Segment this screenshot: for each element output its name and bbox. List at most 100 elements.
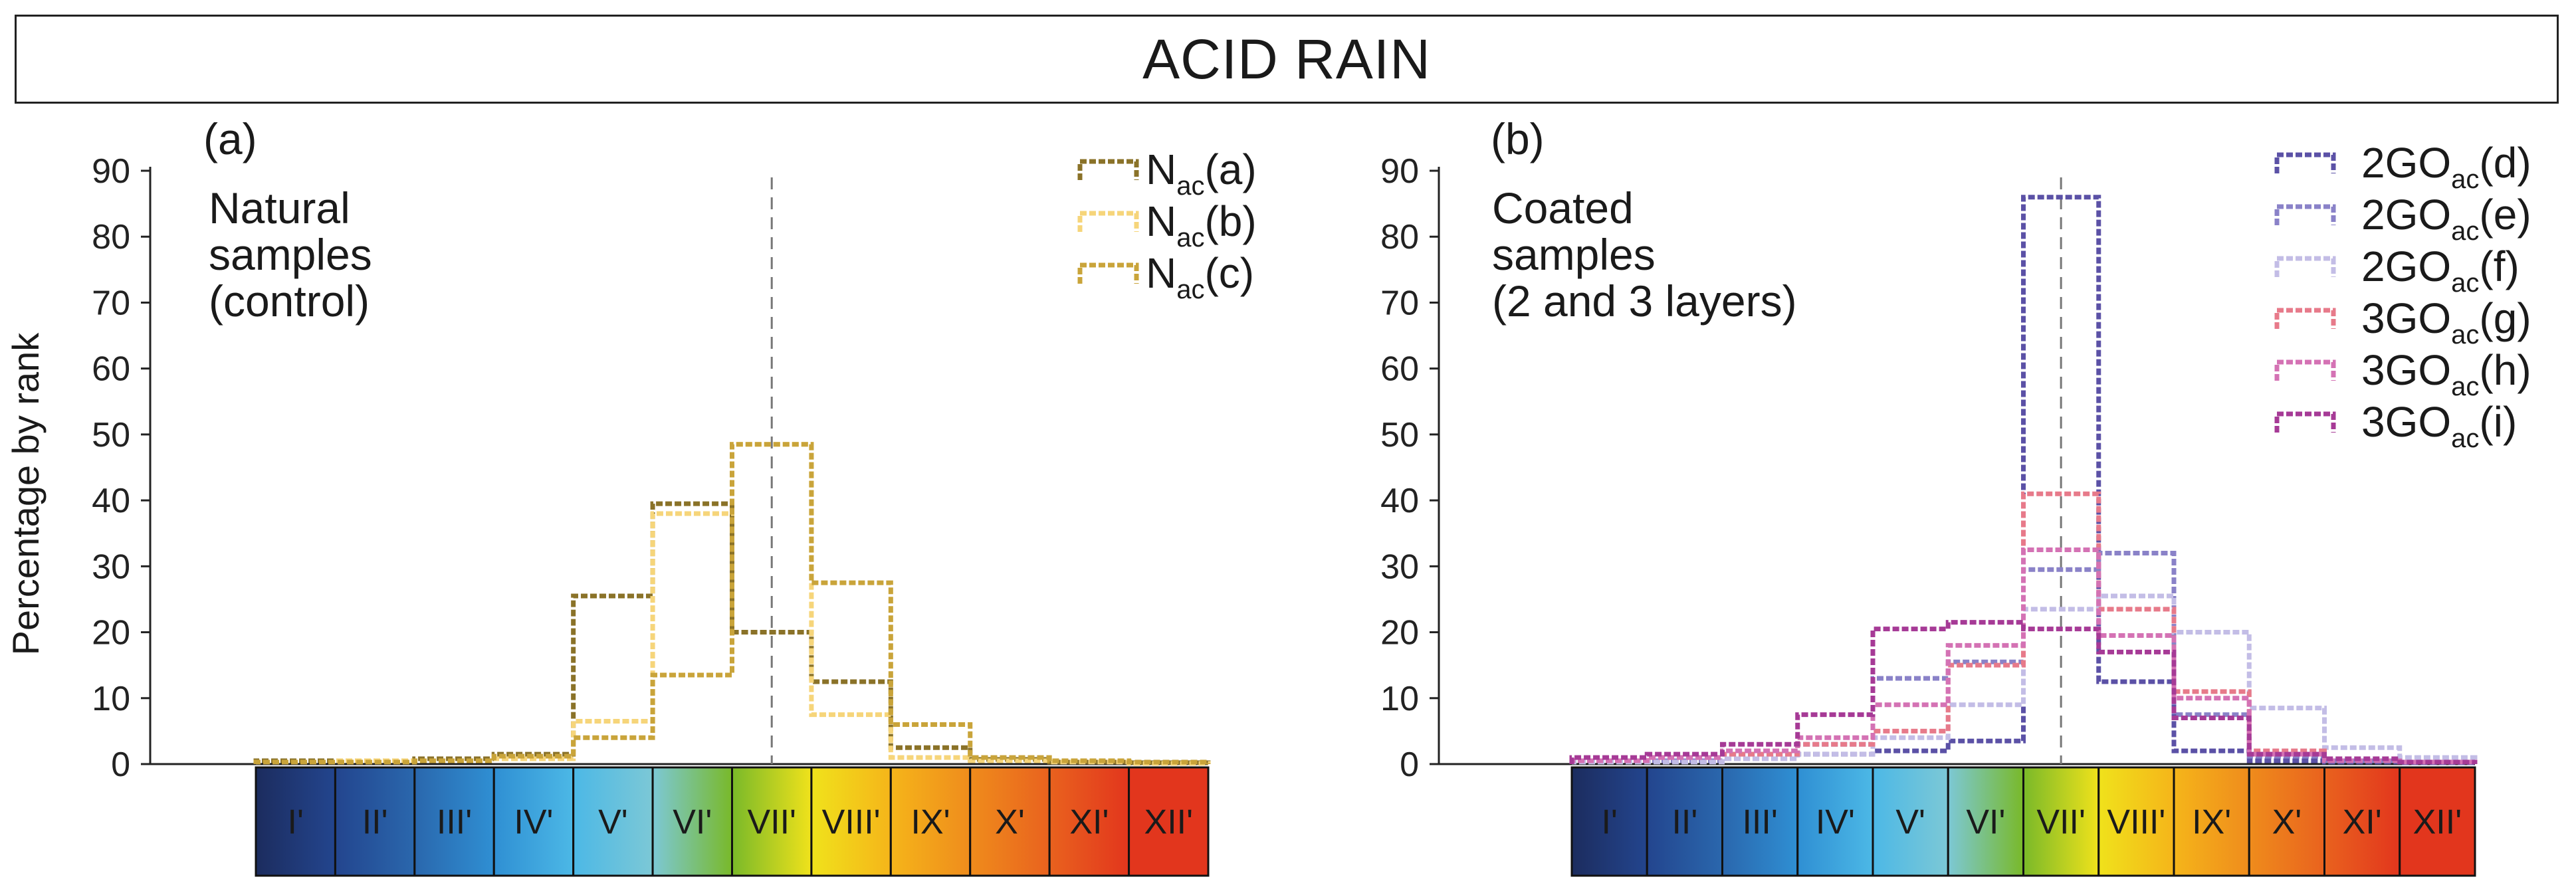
y-tick-label: 30 bbox=[1380, 547, 1419, 586]
legend-main: N bbox=[1146, 197, 1176, 245]
rank-label: VII' bbox=[2036, 803, 2086, 842]
legend-suffix: (e) bbox=[2479, 191, 2531, 239]
legend-item: 3GOac(i) bbox=[2274, 398, 2517, 453]
legend-subscript: ac bbox=[2451, 424, 2479, 453]
legend-swatch bbox=[1077, 159, 1139, 180]
rank-cell bbox=[1796, 766, 1874, 877]
y-tick-label: 30 bbox=[92, 547, 130, 586]
rank-label: IX' bbox=[911, 803, 950, 842]
y-tick-label: 20 bbox=[1380, 614, 1419, 652]
chart-panel-b: 0 10 20 30 40 50 60 70 80 90 I' II' III' IV' V' VI' VII'… bbox=[1380, 114, 2531, 877]
legend-swatch bbox=[1077, 211, 1139, 232]
legend-item: 2GOac(d) bbox=[2274, 139, 2531, 194]
panel-label: (a) bbox=[203, 114, 257, 163]
panel-annotation-line: (2 and 3 layers) bbox=[1492, 276, 1797, 326]
rank-cell bbox=[2248, 766, 2325, 877]
y-tick-label: 80 bbox=[1380, 218, 1419, 256]
legend-swatch bbox=[2274, 152, 2336, 173]
rank-cell bbox=[810, 766, 892, 877]
rank-label: III' bbox=[1742, 803, 1777, 842]
legend-main: N bbox=[1146, 146, 1176, 193]
rank-cell bbox=[334, 766, 416, 877]
y-tick-label: 90 bbox=[1380, 152, 1419, 191]
rank-cell bbox=[889, 766, 972, 877]
series-step-line-n-c bbox=[253, 442, 1211, 765]
y-tick-label: 10 bbox=[1380, 680, 1419, 718]
rank-label: VI' bbox=[673, 803, 712, 842]
rank-label: V' bbox=[1895, 803, 1925, 842]
panel-annotation-line: Coated bbox=[1492, 183, 1634, 233]
y-tick-label: 70 bbox=[1380, 284, 1419, 322]
y-tick-label: 0 bbox=[1400, 745, 1419, 784]
legend-label: 3GOac(h) bbox=[2361, 346, 2531, 401]
rank-label: I' bbox=[1601, 803, 1617, 842]
rank-label: II' bbox=[362, 803, 388, 842]
figure-title: ACID RAIN bbox=[15, 15, 2559, 104]
y-tick-label: 50 bbox=[1380, 416, 1419, 454]
y-tick-label: 0 bbox=[111, 745, 130, 784]
y-tick-label: 40 bbox=[92, 482, 130, 520]
legend-suffix: (g) bbox=[2479, 294, 2531, 342]
legend-item: Nac(a) bbox=[1077, 146, 1257, 201]
legend-main: 3GO bbox=[2361, 294, 2451, 342]
rank-cell bbox=[1721, 766, 1799, 877]
legend-label: Nac(b) bbox=[1146, 197, 1257, 252]
legend-subscript: ac bbox=[2451, 372, 2479, 401]
legend-main: 2GO bbox=[2361, 139, 2451, 187]
rank-cell bbox=[2173, 766, 2250, 877]
y-tick-label: 80 bbox=[92, 218, 130, 256]
rank-cell bbox=[1570, 766, 1648, 877]
rank-cell bbox=[492, 766, 575, 877]
chart-panel-a: 0 10 20 30 40 50 60 70 80 90 Percentage by rank I' I… bbox=[5, 114, 1257, 877]
legend-suffix: (d) bbox=[2479, 139, 2531, 187]
legend-suffix: (h) bbox=[2479, 346, 2531, 394]
legend-suffix: (b) bbox=[1204, 197, 1256, 245]
rank-label: VI' bbox=[1966, 803, 2005, 842]
legend-label: 3GOac(g) bbox=[2361, 294, 2531, 349]
rank-cell bbox=[969, 766, 1051, 877]
rank-label: X' bbox=[995, 803, 1025, 842]
panel-label: (b) bbox=[1491, 114, 1545, 163]
legend-item: 2GOac(f) bbox=[2274, 243, 2520, 298]
legend-label: 2GOac(e) bbox=[2361, 191, 2531, 246]
rank-cell bbox=[2097, 766, 2175, 877]
rank-label: VII' bbox=[747, 803, 796, 842]
legend-subscript: ac bbox=[2451, 165, 2479, 194]
rank-cell bbox=[2022, 766, 2100, 877]
rank-label: IV' bbox=[1816, 803, 1855, 842]
legend-subscript: ac bbox=[2451, 320, 2479, 349]
y-tick-label: 40 bbox=[1380, 482, 1419, 520]
rank-cell bbox=[255, 766, 336, 877]
rank-label: VIII' bbox=[822, 803, 881, 842]
panel-annotation-line: Natural bbox=[209, 183, 350, 233]
rank-cell bbox=[2323, 766, 2401, 877]
legend-swatch bbox=[2274, 204, 2336, 225]
legend-label: Nac(c) bbox=[1146, 249, 1254, 304]
rank-label: XI' bbox=[1069, 803, 1109, 842]
legend-swatch bbox=[1077, 262, 1139, 284]
rank-label: VIII' bbox=[2107, 803, 2165, 842]
y-tick-label: 70 bbox=[92, 284, 130, 322]
legend-swatch bbox=[2274, 256, 2336, 277]
legend-suffix: (a) bbox=[1204, 146, 1256, 193]
legend-swatch bbox=[2274, 411, 2336, 433]
rank-cell bbox=[1128, 766, 1210, 877]
legend-label: 2GOac(f) bbox=[2361, 243, 2520, 298]
rank-label: III' bbox=[437, 803, 472, 842]
rank-cell bbox=[572, 766, 654, 877]
rank-label: IX' bbox=[2192, 803, 2231, 842]
legend-subscript: ac bbox=[1176, 171, 1204, 201]
legend-item: Nac(b) bbox=[1077, 197, 1257, 252]
legend-subscript: ac bbox=[1176, 223, 1204, 252]
legend-item: 3GOac(g) bbox=[2274, 294, 2531, 349]
legend-item: Nac(c) bbox=[1077, 249, 1254, 304]
y-tick-label: 20 bbox=[92, 614, 130, 652]
legend-subscript: ac bbox=[2451, 217, 2479, 246]
y-axis-label: Percentage by rank bbox=[5, 332, 47, 656]
y-tick-label: 60 bbox=[1380, 350, 1419, 389]
legend-main: N bbox=[1146, 249, 1176, 297]
panel-annotation-line: (control) bbox=[209, 276, 370, 326]
legend-label: Nac(a) bbox=[1146, 146, 1257, 201]
rank-cell bbox=[1646, 766, 1723, 877]
